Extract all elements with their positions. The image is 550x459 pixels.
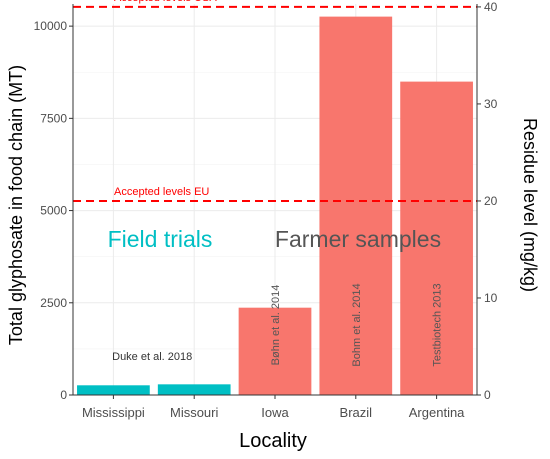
y-tick-label: 2500 [40,296,67,310]
y-tick-label: 10000 [34,19,68,33]
y2-tick-label: 20 [484,194,498,208]
y2-axis-label: Residue level (mg/kg) [520,118,540,292]
y-tick-label: 0 [60,388,67,402]
x-tick-label: Argentina [409,405,465,420]
bar-annotation: Testbiotech 2013 [432,283,444,366]
x-axis-label: Locality [239,430,307,452]
reference-line-label: Accepted levels USA [114,0,217,4]
y2-tick-label: 10 [484,291,498,305]
y2-tick-label: 40 [484,0,498,14]
y-axis-label: Total glyphosate in food chain (MT) [6,65,26,345]
bar-missouri [158,384,231,395]
y2-tick-label: 30 [484,97,498,111]
y-tick-label: 7500 [40,111,67,125]
bar-annotation: Bøhn et al. 2014 [270,285,282,366]
bar-annotation: Duke et al. 2018 [112,351,192,363]
annotations: Field trials Farmer samples Duke et al. 20… [108,226,444,367]
x-tick-label: Missouri [170,405,219,420]
x-tick-label: Brazil [340,405,373,420]
group-label: Field trials [108,226,213,252]
group-label: Farmer samples [275,226,441,252]
bar-annotation: Bohm et al. 2014 [351,283,363,366]
reference-line-label: Accepted levels EU [114,186,209,198]
x-tick-label: Iowa [261,405,289,420]
x-tick-label: Mississippi [82,405,145,420]
y2-tick-label: 0 [484,388,491,402]
bar-mississippi [77,385,150,395]
y-tick-label: 5000 [40,204,67,218]
